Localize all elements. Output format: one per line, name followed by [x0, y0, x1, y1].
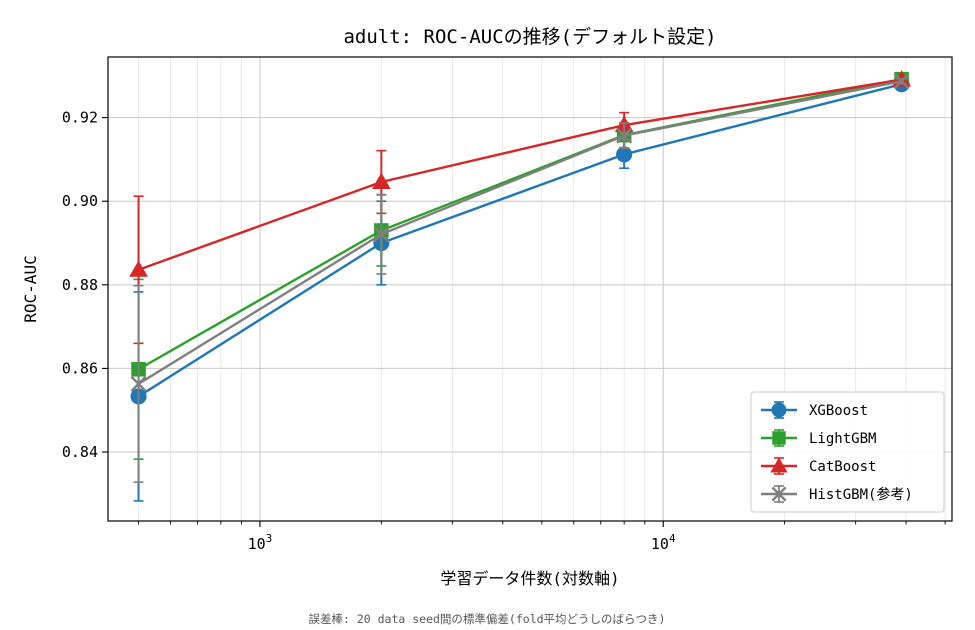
y-tick-label: 0.92 — [62, 109, 98, 127]
x-tick-label: 104 — [651, 532, 676, 553]
legend-item: CatBoost — [761, 457, 876, 475]
legend: XGBoost LightGBM CatBoost HistGBM(参考) — [750, 391, 945, 513]
x-tick-label: 103 — [248, 532, 273, 553]
y-tick-label: 0.84 — [62, 443, 98, 461]
data-point — [616, 127, 633, 144]
legend-box — [750, 391, 945, 513]
legend-item: LightGBM — [761, 429, 876, 447]
series-line — [137, 77, 902, 371]
legend-marker — [771, 486, 787, 502]
axis-ticks: 103 104 0.84 0.86 0.88 0.90 0.92 — [62, 109, 946, 553]
legend-item: XGBoost — [761, 401, 868, 419]
y-tick-label: 0.88 — [62, 276, 98, 294]
data-point — [373, 226, 390, 243]
series-line — [138, 78, 902, 271]
series-x — [130, 73, 910, 483]
data-point — [130, 375, 147, 392]
plot-series — [129, 70, 911, 502]
y-axis-label: ROC-AUC — [21, 255, 40, 322]
footnote: 誤差棒: 20 data seed間の標準偏差(fold平均どうしのばらつき) — [309, 612, 666, 626]
series-line — [137, 80, 902, 385]
chart-title: adult: ROC-AUCの推移(デフォルト設定) — [343, 26, 716, 48]
data-point — [893, 73, 910, 90]
series-line — [137, 83, 902, 398]
legend-label: XGBoost — [809, 403, 868, 419]
legend-marker — [770, 457, 788, 473]
legend-label: HistGBM(参考) — [809, 486, 913, 503]
data-point — [129, 260, 148, 277]
legend-marker — [772, 431, 786, 445]
x-axis-label: 学習データ件数(対数軸) — [440, 569, 619, 588]
legend-item: HistGBM(参考) — [761, 485, 913, 503]
legend-label: LightGBM — [809, 431, 876, 447]
legend-label: CatBoost — [809, 459, 876, 475]
y-tick-label: 0.86 — [62, 359, 98, 377]
data-point — [371, 172, 391, 190]
plot-frame — [107, 56, 953, 522]
y-tick-label: 0.90 — [62, 192, 98, 210]
data-point — [616, 146, 633, 163]
legend-marker — [771, 402, 787, 418]
